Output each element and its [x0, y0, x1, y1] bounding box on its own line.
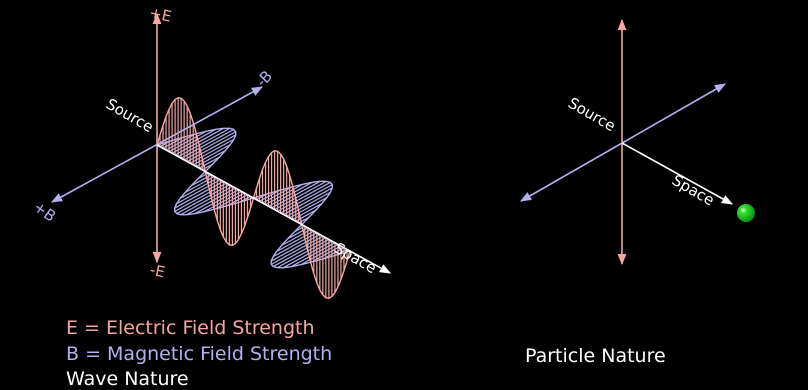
b-axis: [51, 86, 263, 203]
minus-e-label: -E: [148, 261, 166, 282]
plus-e-label: +E: [148, 4, 173, 26]
particle-space-label: Space: [669, 171, 718, 209]
b-wave-hatch: [268, 181, 313, 207]
wave-nature-caption: Wave Nature: [66, 368, 189, 390]
particle-space-axis: [621, 142, 733, 205]
b-wave-hatch: [283, 187, 333, 216]
minus-b-label: -B: [253, 67, 276, 90]
figure-canvas: +E -E -B +B Source Space Source Space: [30, 4, 755, 300]
b-wave-hatch: [283, 240, 333, 269]
diagram-stage: +E -E -B +B Source Space Source Space E …: [30, 3, 755, 390]
particle-nature-diagram: Source Space: [520, 18, 755, 266]
space-axis: [156, 144, 391, 274]
b-wave-hatch: [272, 232, 318, 258]
wave-source-label: Source: [103, 95, 157, 136]
b-wave-hatch: [281, 228, 312, 246]
b-wave-hatch: [292, 203, 323, 221]
legend-e: E = Electric Field Strength: [66, 317, 315, 339]
particle-ball: [737, 204, 755, 222]
legend-b: B = Magnetic Field Strength: [66, 343, 333, 365]
b-wave-hatch: [290, 242, 336, 268]
particle-nature-caption: Particle Nature: [525, 345, 666, 367]
plus-b-label: +B: [30, 198, 59, 226]
wave-nature-diagram: +E -E -B +B Source Space: [30, 4, 391, 300]
b-wave-hatch: [270, 233, 321, 262]
b-wave-hatch: [286, 191, 331, 217]
particle-source-label: Source: [565, 94, 619, 135]
b-wave-hatch: [271, 180, 321, 209]
particle-b-axis: [520, 83, 726, 202]
